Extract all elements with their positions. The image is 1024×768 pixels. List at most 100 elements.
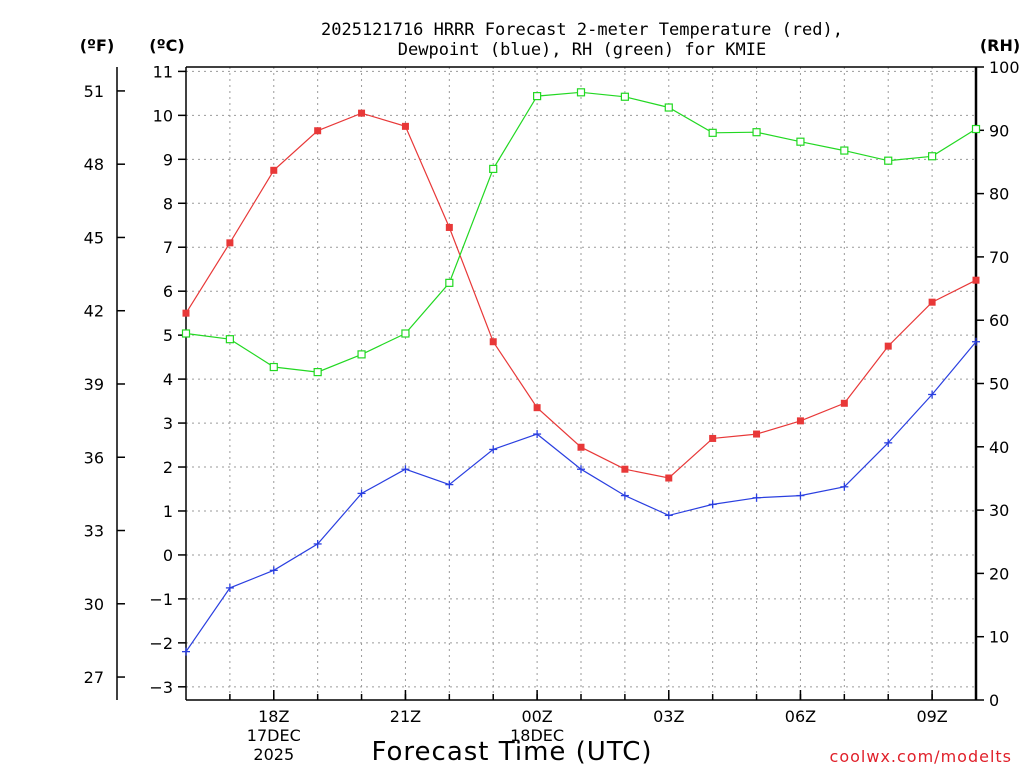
celsius-tick-label: 1	[163, 502, 173, 521]
rh-point	[401, 329, 410, 338]
x-tick-label: 06Z	[785, 707, 816, 726]
fahrenheit-tick-label: 48	[84, 155, 104, 174]
x-axis-title: Forecast Time (UTC)	[371, 737, 652, 767]
fahrenheit-unit-label: (ºF)	[80, 36, 115, 55]
chart-title-line1: 2025121716 HRRR Forecast 2-meter Tempera…	[321, 20, 843, 40]
rh-point	[664, 103, 673, 112]
x-tick-label: 00Z	[521, 707, 552, 726]
tick-labels: −3−2−10123456789101127303336394245485101…	[84, 58, 1020, 764]
celsius-tick-label: 7	[163, 238, 173, 257]
rh-point	[489, 164, 498, 174]
temperature-point	[796, 417, 804, 425]
dewpoint-point	[489, 445, 498, 454]
temperature-point	[489, 338, 497, 346]
rh-tick-label: 30	[989, 501, 1009, 520]
temperature-point	[401, 122, 409, 130]
temperature-point	[884, 342, 892, 350]
rh-unit-label: (RH)	[980, 36, 1020, 55]
temperature-point	[840, 399, 848, 407]
rh-point	[884, 156, 893, 165]
temperature-point	[358, 109, 366, 117]
dewpoint-point	[928, 390, 937, 399]
rh-tick-label: 60	[989, 311, 1009, 330]
celsius-tick-label: −3	[149, 678, 173, 697]
rh-point	[971, 124, 981, 134]
chart-title-line2: Dewpoint (blue), RH (green) for KMIE	[398, 40, 766, 60]
temperature-point	[928, 298, 936, 306]
fahrenheit-tick-label: 36	[84, 448, 104, 467]
grid-lines	[186, 67, 976, 700]
rh-tick-label: 80	[989, 185, 1009, 204]
temperature-point	[314, 127, 322, 135]
dewpoint-point	[840, 482, 849, 491]
rh-point	[533, 92, 542, 101]
rh-point	[840, 146, 849, 155]
rh-tick-label: 100	[989, 58, 1020, 77]
fahrenheit-tick-label: 27	[84, 668, 104, 687]
celsius-unit-label: (ºC)	[149, 36, 184, 55]
source-credit: coolwx.com/modelts	[830, 747, 1012, 766]
celsius-tick-label: 5	[163, 326, 173, 345]
celsius-tick-label: 3	[163, 414, 173, 433]
x-tick-label: 21Z	[390, 707, 421, 726]
rh-point	[708, 128, 717, 137]
x-tick-date: 18DEC	[510, 726, 564, 745]
celsius-tick-label: 11	[153, 62, 173, 81]
rh-tick-label: 50	[989, 375, 1009, 394]
temperature-point	[445, 223, 453, 231]
rh-tick-label: 10	[989, 628, 1009, 647]
dewpoint-point	[972, 337, 980, 346]
axes	[116, 66, 984, 701]
rh-point	[928, 152, 937, 161]
x-tick-label: 09Z	[916, 707, 947, 726]
temperature-point	[577, 443, 585, 451]
temperature-point	[753, 430, 761, 438]
x-tick-year: 2025	[253, 745, 294, 764]
dewpoint-point	[445, 480, 454, 489]
temperature-point	[533, 404, 541, 412]
series-lines	[181, 88, 981, 656]
celsius-tick-label: 9	[163, 150, 173, 169]
dewpoint-point	[533, 430, 542, 439]
fahrenheit-tick-label: 45	[84, 228, 104, 247]
temperature-point	[665, 474, 673, 482]
rh-point	[445, 278, 454, 287]
x-tick-label: 03Z	[653, 707, 684, 726]
dewpoint-point	[357, 489, 366, 498]
dewpoint-point	[620, 491, 629, 500]
temperature-point	[226, 239, 234, 247]
dewpoint-point	[577, 465, 585, 474]
fahrenheit-tick-label: 33	[84, 522, 104, 541]
rh-point	[752, 128, 761, 137]
celsius-tick-label: 8	[163, 194, 173, 213]
celsius-tick-label: 0	[163, 546, 173, 565]
fahrenheit-tick-label: 30	[84, 595, 104, 614]
rh-point	[620, 92, 629, 101]
temperature-point	[972, 276, 980, 284]
rh-point	[796, 137, 805, 146]
dewpoint-point	[225, 583, 234, 592]
temperature-point	[709, 434, 717, 442]
celsius-tick-label: 6	[163, 282, 173, 301]
rh-point	[357, 350, 366, 359]
rh-tick-label: 90	[989, 121, 1009, 140]
dewpoint-point	[884, 438, 893, 447]
celsius-tick-label: 2	[163, 458, 173, 477]
dewpoint-point	[796, 491, 805, 500]
dewpoint-point	[708, 500, 717, 509]
temperature-point	[182, 309, 190, 317]
rh-point	[576, 88, 586, 97]
celsius-tick-label: 10	[153, 106, 173, 125]
temperature-point	[621, 465, 629, 473]
celsius-tick-label: −1	[149, 590, 173, 609]
rh-point	[181, 329, 191, 338]
fahrenheit-tick-label: 51	[84, 82, 104, 101]
x-tick-date: 17DEC	[247, 726, 301, 745]
rh-tick-label: 40	[989, 438, 1009, 457]
dewpoint-point	[269, 566, 278, 575]
dewpoint-point	[401, 465, 410, 474]
rh-point	[225, 335, 234, 344]
celsius-tick-label: −2	[149, 634, 173, 653]
dewpoint-point	[182, 647, 190, 656]
